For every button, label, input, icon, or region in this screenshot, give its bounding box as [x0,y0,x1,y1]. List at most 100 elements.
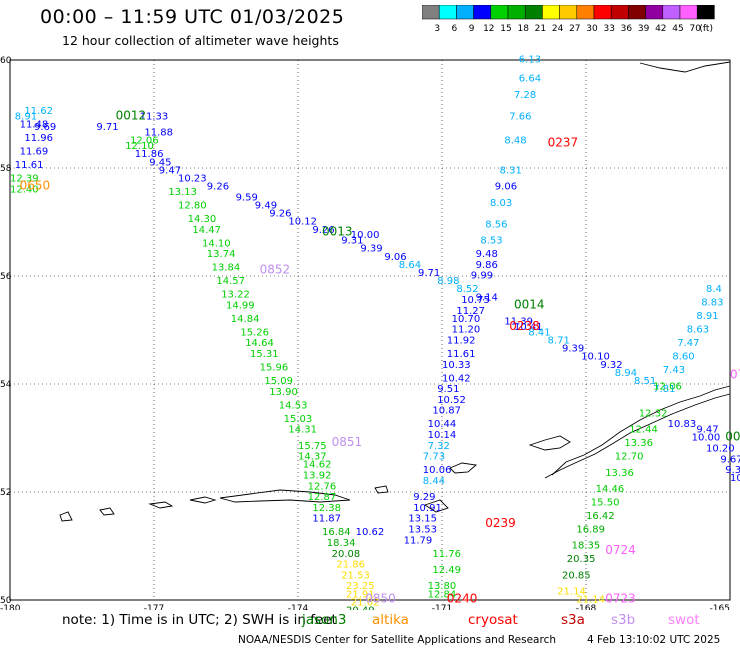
wave-height-value: 10.12 [288,217,317,228]
coastline [639,61,731,73]
wave-height-value: 10.52 [437,395,466,406]
wave-height-value: 8.41 [528,327,550,338]
coastline [219,489,351,503]
wave-height-value: 9.29 [413,492,435,503]
wave-height-value: 12.32 [639,408,668,419]
wave-height-value: 18.34 [327,538,356,549]
wave-height-value: 15.31 [250,349,279,360]
wave-height-value: 18.35 [572,541,601,552]
wave-height-value: 20.08 [332,549,361,560]
wave-height-value: 15.09 [264,376,293,387]
wave-height-value: 8.91 [696,311,718,322]
wave-height-value: 10.91 [413,503,442,514]
wave-height-value: 11.61 [15,160,44,171]
pass-time-label: 0240 [447,592,478,606]
wave-height-value: 10.00 [351,230,380,241]
wave-height-value: 9.47 [159,165,181,176]
wave-height-value: 9.71 [96,122,118,133]
wave-height-value: 14.99 [226,300,255,311]
lon-tick-label: -165 [710,604,730,610]
wave-height-value: 14.10 [202,238,231,249]
wave-height-value: 8.52 [456,284,478,295]
wave-height-value: 16.42 [586,511,615,522]
pass-time-label: 0239 [485,516,516,530]
wave-height-value: 12.76 [308,481,337,492]
coastline [99,507,115,516]
coastline [189,496,217,504]
wave-height-value: 10.44 [428,419,457,430]
wave-height-value: 9.32 [600,360,622,371]
pass-time-label: 0238 [509,319,540,333]
pass-time-label: 0850 [365,592,396,606]
wave-height-value: 13.13 [168,187,197,198]
coastline [423,499,449,513]
wave-height-value: 13.90 [269,387,298,398]
wave-height-value: 11.87 [312,514,341,525]
wave-height-value: 10.87 [432,406,461,417]
wave-height-value: 11.61 [447,349,476,360]
map-frame [9,59,731,601]
wave-height-value: 9.45 [149,157,171,168]
wave-height-value: 11.48 [20,120,49,131]
wave-height-value: 14.47 [192,225,221,236]
wave-height-value: 16.84 [322,527,351,538]
credit-line: NOAA/NESDIS Center for Satellite Applica… [238,634,556,646]
wave-height-value: 10.41 [514,322,543,333]
wave-height-value: 11.69 [20,147,49,158]
wave-height-value: 9.06 [384,252,406,263]
legend-item-cryosat: cryosat [468,612,518,628]
lat-tick-label: 52 [0,488,11,498]
wave-height-value: 11.33 [140,111,169,122]
wave-height-value: 13.53 [408,525,437,536]
wave-height-value: 10.20 [706,444,735,455]
wave-height-value: 14.84 [231,314,260,325]
wave-height-value: 12.40 [10,184,39,195]
lat-tick-label: 54 [0,380,12,390]
wave-height-value: 10.23 [178,174,207,185]
wave-height-value: 21.02 [351,597,380,608]
wave-height-value: 8.31 [500,165,522,176]
wave-height-value: 13.84 [212,263,241,274]
wave-height-value: 8.63 [687,325,709,336]
wave-height-value: 9.47 [696,425,718,436]
wave-height-value: 14.53 [279,400,308,411]
wave-height-value: 14.62 [303,460,332,471]
colorbar-tick-label: 36 [621,24,633,34]
wave-height-value: 9.51 [437,384,459,395]
wave-height-value: 12.06 [653,381,682,392]
colorbar-tick-label: 24 [552,24,564,34]
wave-height-value: 15.96 [260,363,289,374]
wave-height-value: 14.57 [216,276,245,287]
wave-height-value: 9.14 [476,292,498,303]
colorbar-tick-label: 18 [517,24,529,34]
wave-height-value: 11.88 [144,128,173,139]
colorbar-tick-label: 9 [469,24,475,34]
wave-height-value: 14.64 [245,338,274,349]
wave-height-value: 12.49 [432,565,461,576]
wave-height-value: 8.91 [15,111,37,122]
wave-height-value: 12.70 [615,452,644,463]
wave-height-value: 20.85 [562,570,591,581]
wave-height-value: 7.73 [423,452,445,463]
wave-height-value: 7.32 [428,441,450,452]
wave-height-value: 23.25 [346,581,375,592]
wave-height-value: 11.27 [456,306,485,317]
wave-height-value: 11.96 [24,133,53,144]
generated-timestamp: 4 Feb 13:10:02 UTC 2025 [587,634,721,646]
pass-time-label: 0724 [605,543,636,557]
colorbar-tick-label: 42 [655,24,666,34]
lon-tick-label: -174 [288,604,309,610]
wave-height-value: 8.83 [701,298,723,309]
wave-height-value: 11.39 [504,317,533,328]
pass-time-label: 0014 [514,297,545,311]
wave-height-value: 9.26 [312,225,334,236]
wave-height-value: 6.13 [519,55,541,66]
pass-time-label: 0725 [730,368,740,382]
wave-height-value: 16.89 [576,525,605,536]
wave-height-value: 11.76 [432,549,461,560]
colorbar-tick-label: 70 [689,24,701,34]
colorbar-tick-label: 3 [434,24,440,34]
colorbar-unit-label: (ft) [699,24,713,34]
wave-height-value: 13.22 [221,290,250,301]
